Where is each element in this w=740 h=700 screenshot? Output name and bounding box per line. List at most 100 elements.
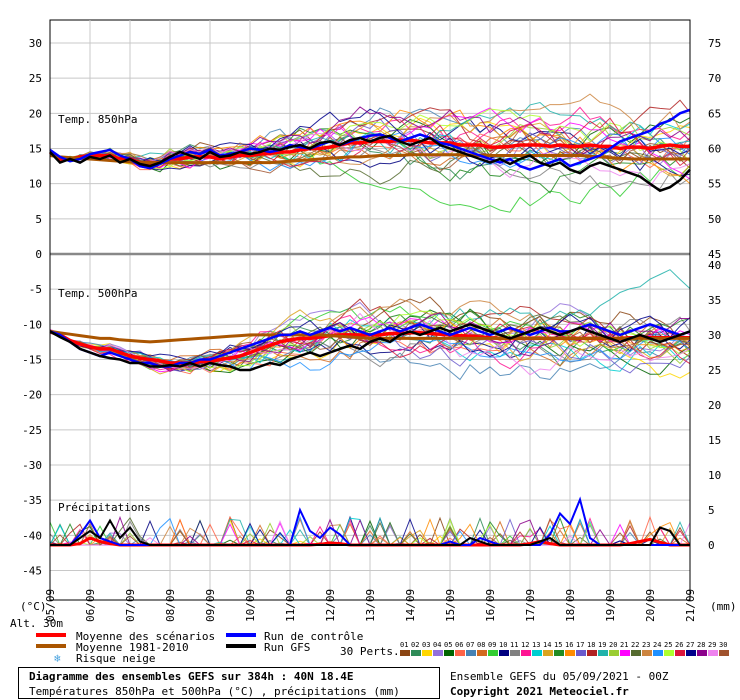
pert-legend-swatch (488, 650, 498, 656)
legend-swatch-gfs (226, 644, 256, 648)
snowflake-icon: ❄ (54, 652, 61, 665)
pert-legend-id: 13 (532, 641, 540, 649)
pert-legend-swatch (422, 650, 432, 656)
perturbation-legend: 01 02 03 04 05 06 07 08 09 10 11 12 13 14 15 16 17 18 19 20… (400, 641, 729, 656)
series-line-t500 (49, 322, 691, 372)
pert-legend-id: 29 (708, 641, 716, 649)
perturbation-line-19 (49, 101, 691, 161)
right-tick-label-500: 15 (708, 434, 721, 447)
x-tick-label: 08/09 (164, 589, 177, 622)
x-tick-label: 20/09 (644, 589, 657, 622)
axis-labels: 05/09 06/09 07/09 08/09 09/09 10/09 11/09 12/09… (22, 20, 721, 622)
pert-legend-id: 27 (686, 641, 694, 649)
pert-legend-id: 06 (455, 641, 463, 649)
x-tick-label: 17/09 (524, 589, 537, 622)
right-tick-label-500: 0 (708, 539, 715, 552)
pert-legend-swatch (653, 650, 663, 656)
perturbation-line-27 (49, 108, 691, 167)
panel-label-500: Temp. 500hPa (58, 287, 137, 300)
series-line-t850 (49, 108, 691, 171)
x-tick-label: 21/09 (684, 589, 697, 622)
right-tick-label-850: 50 (708, 213, 721, 226)
pert-legend-id: 04 (433, 641, 441, 649)
left-tick-label: -45 (22, 564, 42, 577)
legend-swatch-mean (36, 633, 66, 637)
right-tick-label-850: 60 (708, 142, 721, 155)
left-tick-label: 25 (29, 72, 42, 85)
x-tick-label: 16/09 (484, 589, 497, 622)
left-tick-label: 5 (35, 213, 42, 226)
pert-legend-id: 03 (422, 641, 430, 649)
pert-legend-id: 05 (444, 641, 452, 649)
right-tick-label-500: 5 (708, 504, 715, 517)
left-tick-label: -5 (29, 283, 42, 296)
pert-legend-swatch (411, 650, 421, 656)
pert-legend-id: 09 (488, 641, 496, 649)
right-tick-label-850: 65 (708, 107, 721, 120)
pert-legend-swatch (609, 650, 619, 656)
series-line-precip (50, 518, 690, 546)
left-tick-label: -30 (22, 459, 42, 472)
left-tick-label: -15 (22, 353, 42, 366)
right-tick-label-850: 75 (708, 37, 721, 50)
pert-legend-swatch (543, 650, 553, 656)
legend-label-mean: Moyenne des scénarios (76, 630, 215, 643)
left-tick-label: -20 (22, 389, 42, 402)
pert-legend-id: 19 (598, 641, 606, 649)
left-tick-label: 0 (35, 248, 42, 261)
right-tick-label-500: 35 (708, 294, 721, 307)
pert-legend-swatch (532, 650, 542, 656)
pert-legend-swatch (587, 650, 597, 656)
right-tick-label-500: 25 (708, 364, 721, 377)
pert-legend-swatch (697, 650, 707, 656)
footer-title-box: Diagramme des ensembles GEFS sur 384h : … (18, 667, 440, 699)
altitude-label: Alt. 30m (10, 617, 63, 630)
right-tick-label-500: 30 (708, 329, 721, 342)
series-line-t850 (49, 134, 691, 193)
ensemble-info: Ensemble GEFS du 05/09/2021 - 00Z (450, 670, 669, 683)
pert-legend-id: 07 (466, 641, 474, 649)
pert-legend-id: 18 (587, 641, 595, 649)
pert-legend-id: 25 (664, 641, 672, 649)
pert-legend-swatch (499, 650, 509, 656)
pert-legend-swatch (719, 650, 729, 656)
x-tick-label: 10/09 (244, 589, 257, 622)
x-tick-label: 15/09 (444, 589, 457, 622)
left-tick-label: 10 (29, 178, 42, 191)
pert-legend-id: 11 (510, 641, 518, 649)
x-tick-label: 19/09 (604, 589, 617, 622)
x-tick-label: 05/09 (44, 589, 57, 622)
legend-label-gfs: Run GFS (264, 641, 310, 654)
pert-legend-id: 16 (565, 641, 573, 649)
x-tick-label: 06/09 (84, 589, 97, 622)
legend-label-climato: Moyenne 1981-2010 (76, 641, 189, 654)
pert-legend-swatch (510, 650, 520, 656)
pert-legend-id: 17 (576, 641, 584, 649)
pert-legend-swatch (455, 650, 465, 656)
pert-legend-swatch (400, 650, 410, 656)
left-tick-label: 30 (29, 37, 42, 50)
pert-legend-swatch (521, 650, 531, 656)
ensemble-chart: 05/09 06/09 07/09 08/09 09/09 10/09 11/09 12/09… (10, 19, 737, 665)
panel-label-precip: Précipitations (58, 501, 151, 514)
legend: Moyenne des scénarios Moyenne 1981-2010 … (36, 630, 729, 665)
pert-legend-id: 12 (521, 641, 529, 649)
pert-legend-swatch (642, 650, 652, 656)
pert-legend-id: 24 (653, 641, 661, 649)
pert-legend-id: 08 (477, 641, 485, 649)
chart-title: Diagramme des ensembles GEFS sur 384h : … (29, 670, 354, 683)
right-tick-label-500: 20 (708, 399, 721, 412)
left-tick-label: -25 (22, 424, 42, 437)
pert-legend-swatch (565, 650, 575, 656)
pert-legend-id: 21 (620, 641, 628, 649)
pert-legend-id: 02 (411, 641, 419, 649)
panel-label-850: Temp. 850hPa (58, 113, 137, 126)
left-tick-label: -35 (22, 494, 42, 507)
left-tick-label: -40 (22, 529, 42, 542)
pert-legend-id: 28 (697, 641, 705, 649)
x-tick-label: 12/09 (324, 589, 337, 622)
legend-swatch-climato (36, 644, 66, 648)
legend-label-control: Run de contrôle (264, 630, 363, 643)
x-tick-label: 11/09 (284, 589, 297, 622)
right-tick-label-850: 55 (708, 178, 721, 191)
